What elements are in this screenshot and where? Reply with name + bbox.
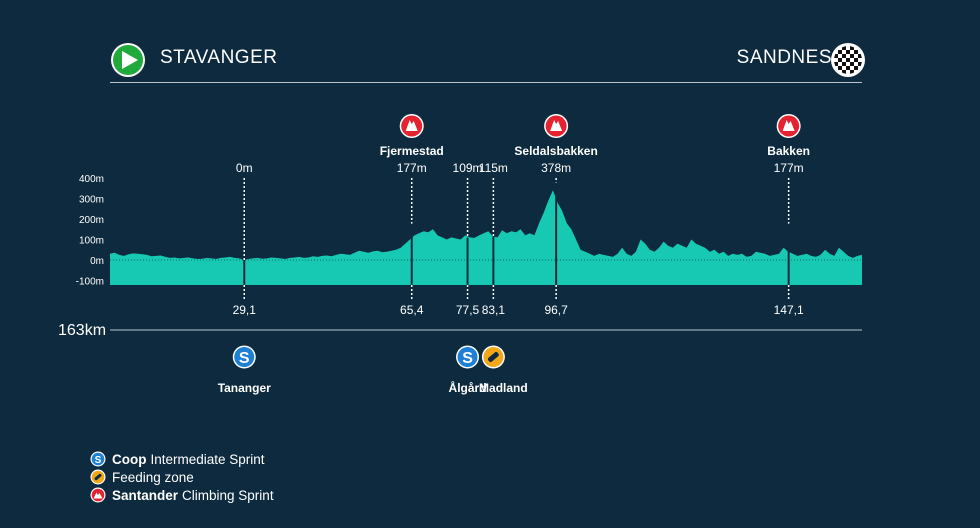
feed-icon <box>481 345 505 369</box>
marker-km: 147,1 <box>774 303 804 317</box>
point-name: Tananger <box>218 381 271 395</box>
marker-km: 96,7 <box>544 303 568 317</box>
legend-climb-brand: Santander <box>112 487 179 503</box>
climb-name: Fjermestad <box>380 144 444 158</box>
legend-sprint-brand: Coop <box>112 451 147 467</box>
y-tick-label: 0m <box>90 256 104 267</box>
climb-name: Seldalsbakken <box>514 144 597 158</box>
svg-text:S: S <box>239 350 250 367</box>
climb-name: Bakken <box>767 144 810 158</box>
svg-text:S: S <box>95 455 102 466</box>
sprint-icon: S <box>232 345 256 369</box>
climb-icon <box>776 114 801 138</box>
y-tick-label: 100m <box>79 236 104 247</box>
feed-icon <box>90 469 106 485</box>
marker-altitude: 177m <box>774 161 804 175</box>
marker-altitude: 109m <box>453 161 483 175</box>
marker-km: 83,1 <box>482 303 506 317</box>
legend-item-climb: Santander Climbing Sprint <box>90 486 274 504</box>
y-tick-label: -100m <box>76 277 104 288</box>
y-tick-label: 200m <box>79 215 104 226</box>
legend-feed-text: Feeding zone <box>112 469 194 485</box>
start-city: STAVANGER <box>160 47 278 68</box>
sprint-icon: S <box>456 345 480 369</box>
y-tick-label: 300m <box>79 195 104 206</box>
legend-item-feed: Feeding zone <box>90 468 274 486</box>
start-flag-icon <box>111 43 145 77</box>
elevation-area <box>110 190 862 285</box>
legend-item-sprint: S Coop Intermediate Sprint <box>90 450 274 468</box>
elevation-chart: 400m 300m 200m 100m 0m -100m 163km 0m 29,1 177m 65… <box>58 114 862 395</box>
finish-city: SANDNES <box>736 47 832 68</box>
marker-altitude: 177m <box>397 161 427 175</box>
legend: S Coop Intermediate Sprint Feeding zone S… <box>90 450 274 504</box>
sprint-icon: S <box>90 451 106 467</box>
marker-altitude: 0m <box>236 161 253 175</box>
total-distance: 163km <box>58 322 106 339</box>
svg-text:S: S <box>462 350 473 367</box>
y-tick-label: 400m <box>79 174 104 185</box>
finish-flag-icon <box>831 43 865 77</box>
climb-icon <box>399 114 424 138</box>
marker-km: 65,4 <box>400 303 424 317</box>
legend-climb-text: Climbing Sprint <box>182 487 274 503</box>
legend-sprint-text: Intermediate Sprint <box>150 451 265 467</box>
marker-altitude: 115m <box>479 161 508 175</box>
marker-km: 77,5 <box>456 303 480 317</box>
marker-altitude: 378m <box>541 161 571 175</box>
marker-km: 29,1 <box>233 303 257 317</box>
header-divider <box>110 82 862 83</box>
climb-icon <box>544 114 569 138</box>
point-name: Madland <box>479 381 528 395</box>
point-name: Ålgård <box>449 380 487 395</box>
climb-icon <box>90 487 106 503</box>
